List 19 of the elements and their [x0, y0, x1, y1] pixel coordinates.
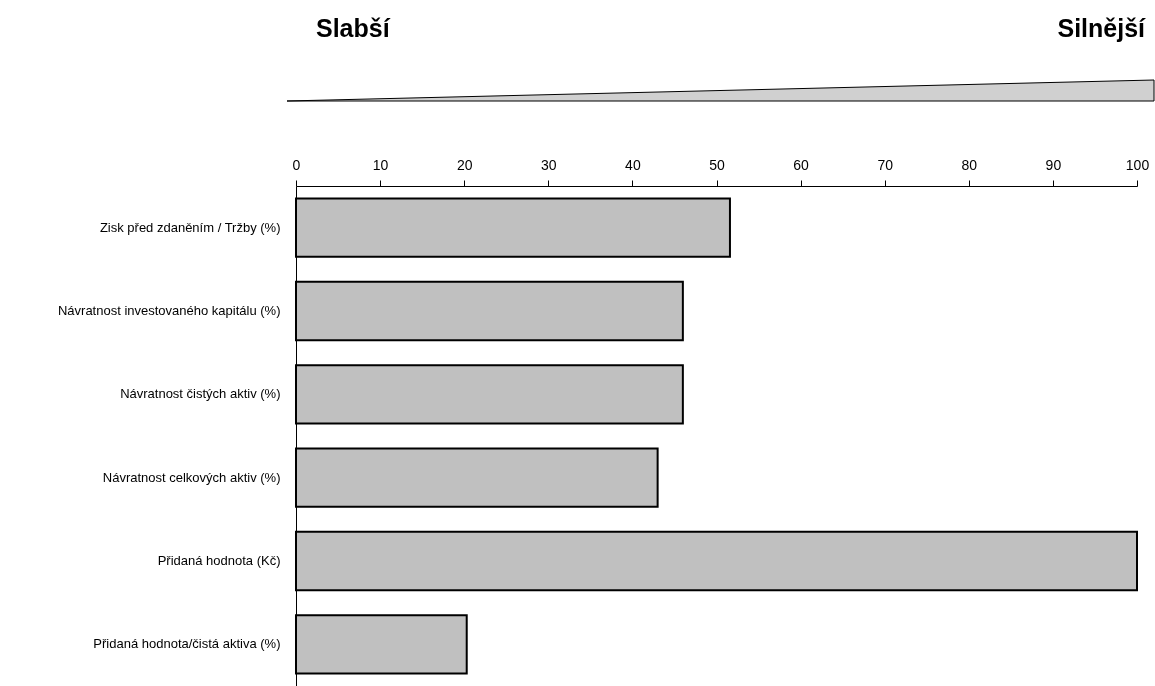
x-tick-label: 30	[541, 156, 557, 173]
x-tick-label: 60	[793, 156, 810, 173]
x-tick-label: 100	[1125, 156, 1150, 173]
text: Silnější	[1057, 14, 1145, 43]
x-tick-label: 80	[961, 156, 978, 173]
y-tick-label: Návratnost celkových aktiv (%)	[102, 469, 281, 485]
text: Slabší	[316, 14, 390, 43]
y-tick-label: Přidaná hodnota (Kč)	[157, 553, 281, 568]
y-tick-label: Návratnost investovaného kapitálu (%)	[57, 303, 281, 318]
x-tick-label: 90	[1045, 156, 1062, 173]
x-tick-label: 20	[456, 156, 473, 173]
y-tick-label: Přidaná hodnota/čistá aktiva (%)	[93, 636, 281, 652]
x-tick-label: 0	[292, 156, 301, 173]
x-tick-label: 50	[709, 156, 725, 173]
y-tick-label: Zisk před zdaněním / Tržby (%)	[99, 219, 281, 235]
x-tick-label: 10	[372, 156, 389, 173]
y-tick-label: Návratnost čistých aktiv (%)	[120, 386, 281, 402]
x-tick-label: 70	[877, 156, 894, 173]
x-tick-label: 40	[625, 156, 641, 173]
